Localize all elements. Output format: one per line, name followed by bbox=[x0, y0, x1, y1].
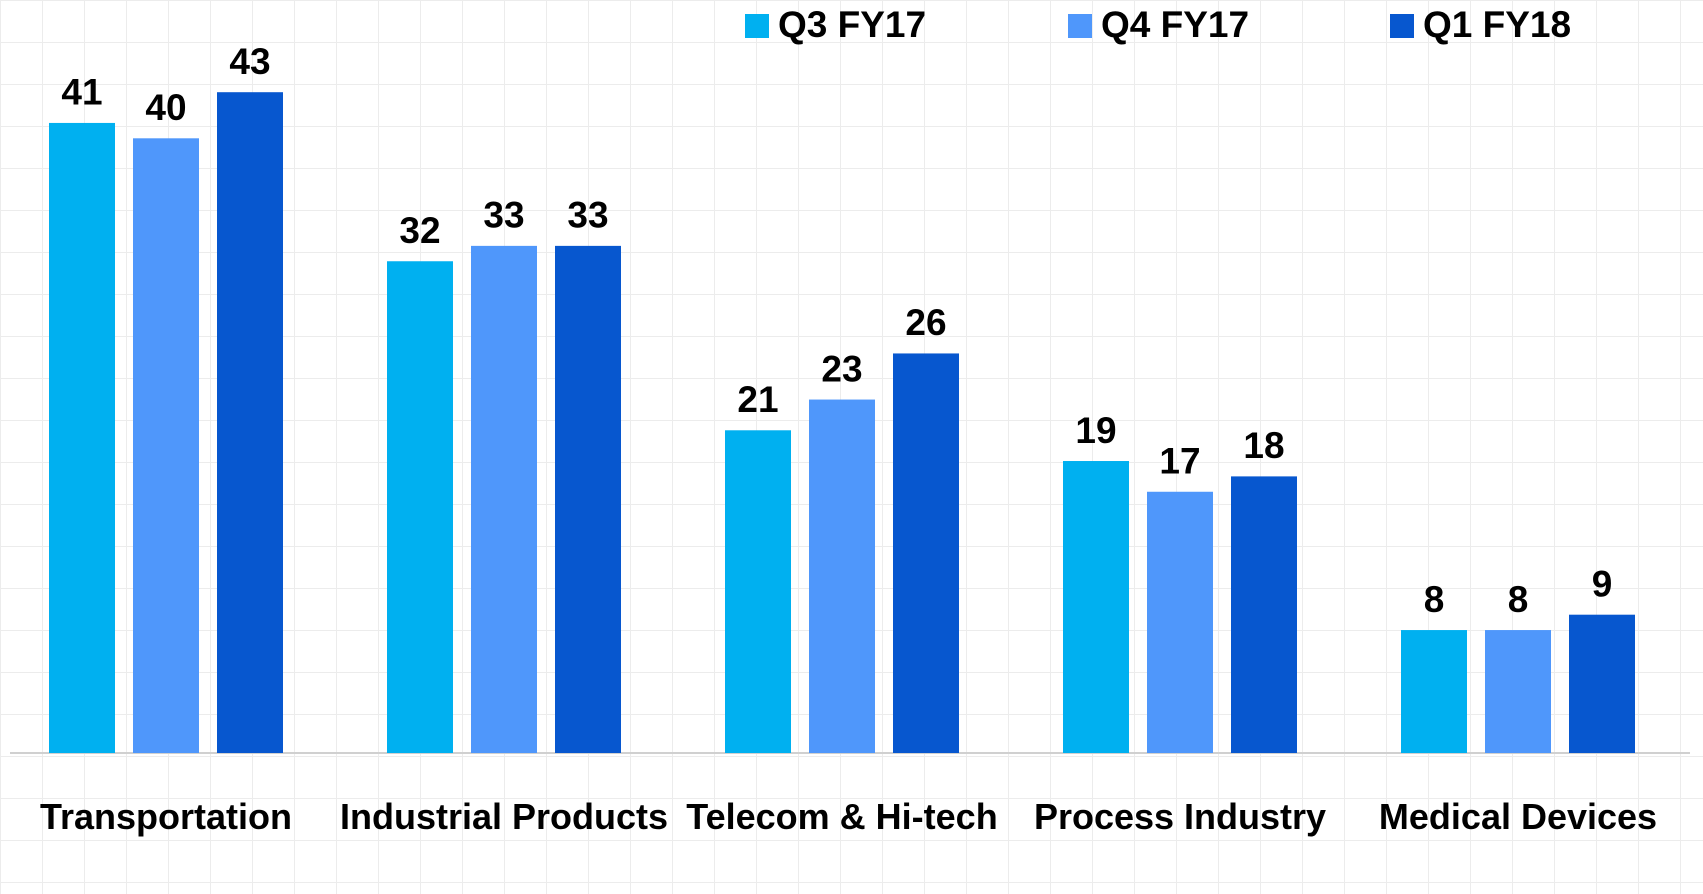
data-label: 19 bbox=[1075, 410, 1116, 451]
bar bbox=[725, 430, 791, 753]
x-tick-label: Transportation bbox=[39, 796, 293, 837]
legend-label: Q4 FY17 bbox=[1101, 4, 1249, 45]
bar bbox=[555, 245, 621, 753]
legend-swatch bbox=[1390, 14, 1414, 38]
bar bbox=[217, 92, 283, 753]
data-label: 21 bbox=[737, 379, 778, 420]
data-label: 17 bbox=[1159, 441, 1200, 482]
data-label: 18 bbox=[1243, 425, 1284, 466]
data-label: 40 bbox=[145, 87, 186, 128]
bar bbox=[133, 138, 199, 753]
bar bbox=[893, 353, 959, 753]
bar bbox=[1231, 476, 1297, 753]
bar bbox=[387, 261, 453, 753]
x-tick-label: Medical Devices bbox=[1378, 796, 1658, 837]
data-label: 26 bbox=[905, 302, 946, 343]
legend-swatch bbox=[1068, 14, 1092, 38]
bar bbox=[1063, 461, 1129, 753]
data-label: 8 bbox=[1424, 579, 1445, 620]
x-tick-label: Industrial Products bbox=[339, 796, 669, 837]
bar bbox=[1569, 614, 1635, 753]
bar bbox=[809, 399, 875, 753]
data-label: 43 bbox=[229, 41, 270, 82]
legend-label: Q1 FY18 bbox=[1423, 4, 1571, 45]
bar bbox=[1485, 630, 1551, 753]
data-label: 9 bbox=[1592, 563, 1613, 604]
data-label: 32 bbox=[399, 210, 440, 251]
data-label: 33 bbox=[567, 195, 608, 236]
legend-swatch bbox=[745, 14, 769, 38]
bar bbox=[1401, 630, 1467, 753]
bar bbox=[1147, 491, 1213, 753]
x-tick-label: Process Industry bbox=[1033, 796, 1327, 837]
data-label: 41 bbox=[61, 72, 102, 113]
data-label: 23 bbox=[821, 348, 862, 389]
legend-label: Q3 FY17 bbox=[778, 4, 926, 45]
data-label: 33 bbox=[483, 195, 524, 236]
x-tick-label: Telecom & Hi-tech bbox=[686, 796, 998, 837]
bar bbox=[471, 245, 537, 753]
data-label: 8 bbox=[1508, 579, 1529, 620]
bar bbox=[49, 122, 115, 753]
